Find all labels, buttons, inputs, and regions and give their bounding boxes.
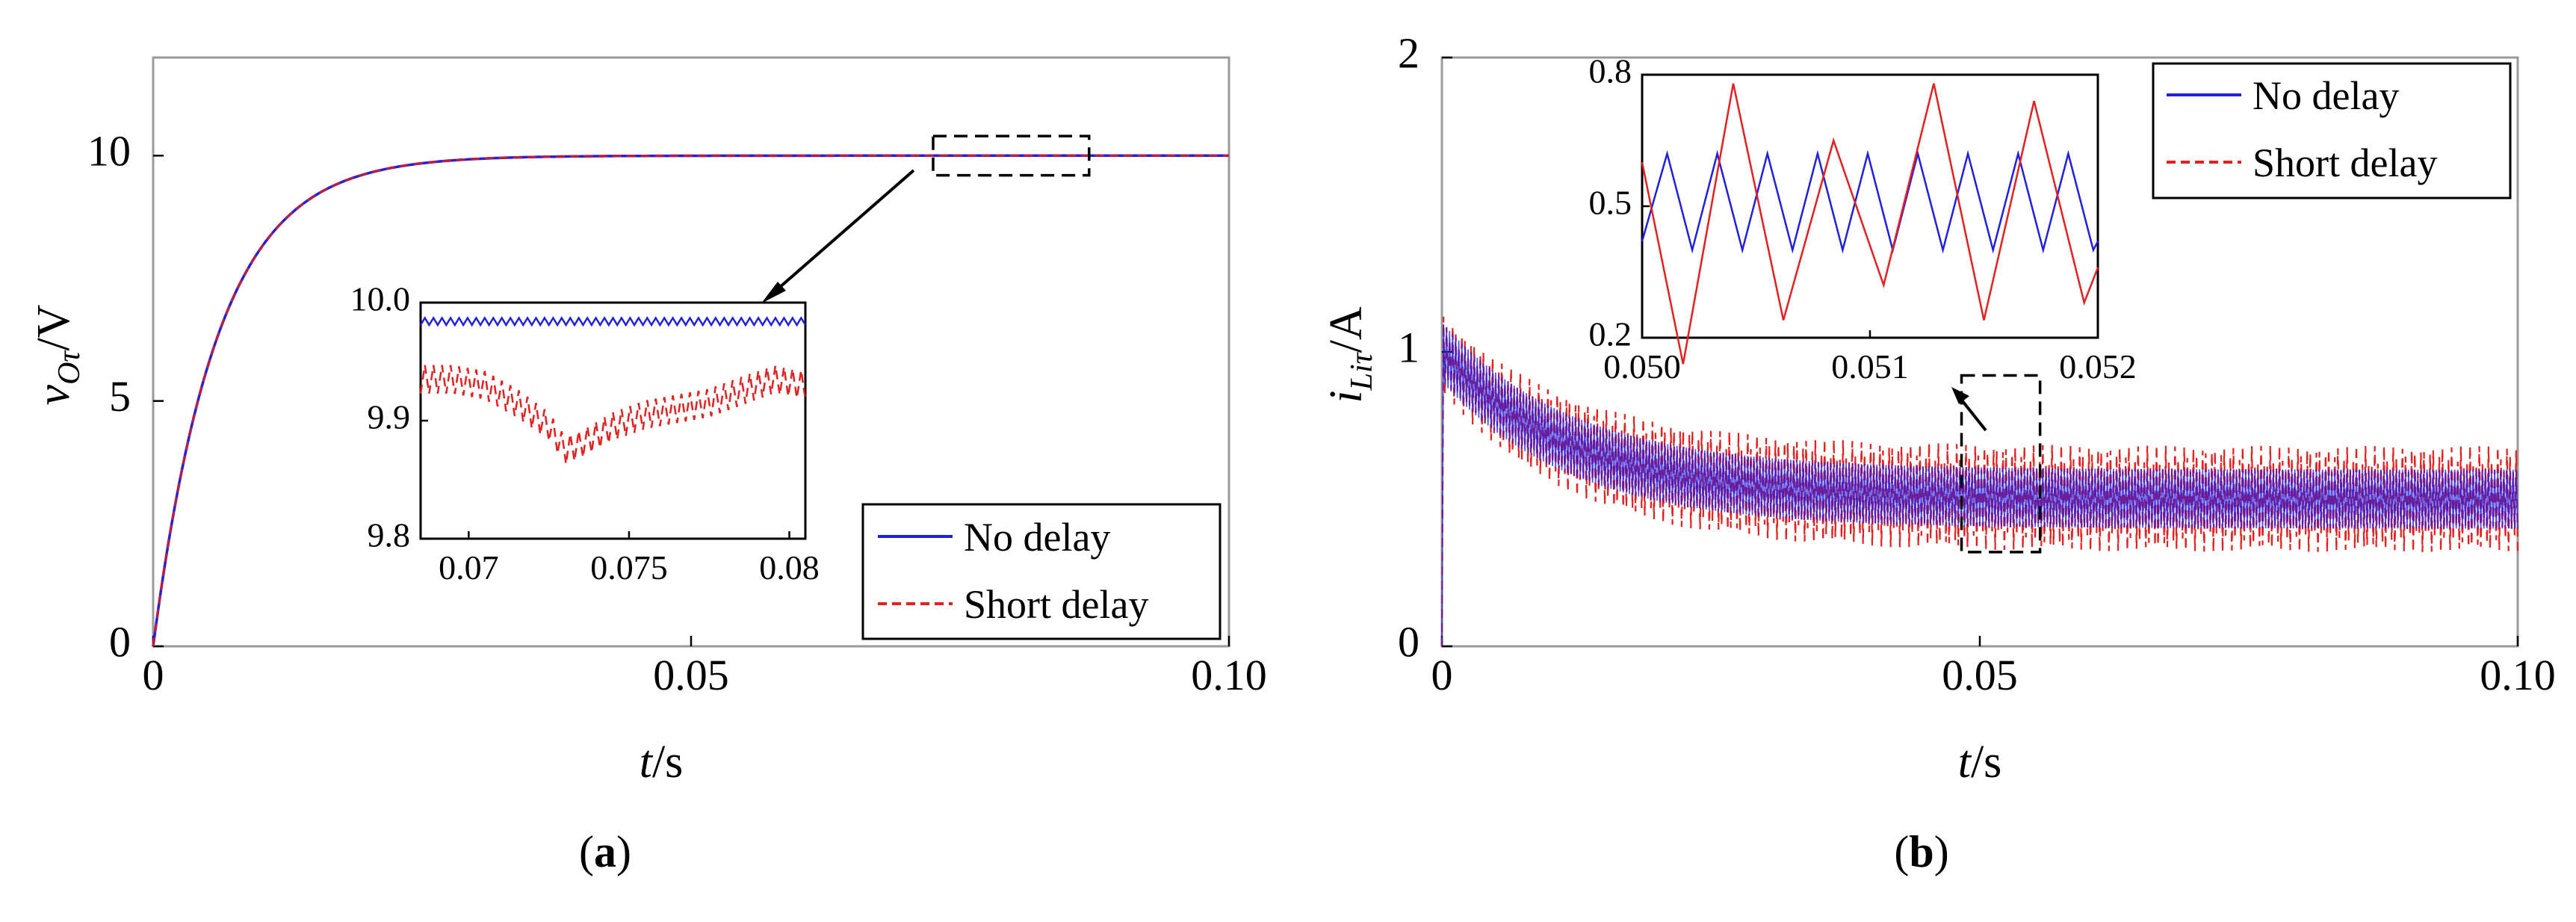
panel-a-inset: 0.07 0.075 0.08 9.8 9.9 10.0	[350, 280, 820, 587]
panel-b-inset-x-tick-label: 0.051	[1831, 347, 1909, 386]
panel-a-y-tick-label: 0	[109, 617, 131, 666]
panel-a-y-tick-label: 10	[87, 127, 131, 176]
panel-b-inset-y-tick-label: 0.5	[1589, 184, 1632, 222]
panel-a-tick-labels: 0 0.05 0.10 0 5 10	[87, 127, 1267, 699]
legend-label-no-delay: No delay	[2253, 73, 2399, 118]
panel-a-inset-frame	[419, 301, 807, 540]
panel-b-inset-series-line	[1641, 149, 2099, 254]
panel-a-zoom-arrow	[761, 169, 915, 303]
panel-b-inset-tick-labels: 0.050 0.051 0.052 0.2 0.5 0.8	[1589, 52, 2137, 386]
panel-a-inset-x-tick-label: 0.075	[590, 548, 668, 587]
panel-b-x-tick-label: 0.05	[1942, 651, 2018, 699]
panel-a-inset-x-tick-label: 0.07	[439, 548, 499, 587]
panel-a-inset-y-tick-label: 10.0	[350, 280, 411, 318]
legend-label-no-delay: No delay	[964, 515, 1110, 560]
panel-a-inset-y-tick-label: 9.8	[368, 516, 411, 554]
panel-a-inset-series	[419, 316, 807, 465]
panel-b-x-tick-label: 0.10	[2480, 651, 2556, 699]
panel-b-y-tick-label: 1	[1398, 323, 1419, 371]
panel-b-inset-y-tick-label: 0.8	[1589, 52, 1632, 90]
panel-a-legend: No delay Short delay	[861, 503, 1222, 640]
panel-a-series	[152, 154, 1229, 647]
panel-b: 0 0.05 0.10 0 1 2 0.050 0.051 0.052 0.2 0.5 0.8 No…	[1321, 28, 2556, 876]
panel-b-inset-frame	[1641, 73, 2099, 339]
panel-b-tick-labels: 0 0.05 0.10 0 1 2	[1398, 28, 2556, 699]
panel-b-x-axis-label: t/s	[1958, 737, 2002, 788]
panel-a-inset-y-tick-label: 9.9	[368, 398, 411, 436]
panel-b-inset-series-line	[1641, 83, 2099, 365]
panel-b-zoom-arrow	[1951, 387, 1987, 432]
panel-b-legend: No delay Short delay	[2152, 62, 2512, 199]
panel-b-inset-x-tick-label: 0.052	[2059, 347, 2137, 386]
panel-a-zoom-box	[932, 134, 1091, 177]
panel-b-label: (b)	[1894, 827, 1948, 876]
panel-a: 0 0.05 0.10 0 5 10 0.07 0.075 0.08 9.8 9.9 10.0 No…	[28, 56, 1267, 876]
panel-b-zoom-box	[1960, 374, 2042, 554]
panel-a-inset-series-line	[419, 316, 807, 327]
panel-a-x-tick-label: 0.10	[1191, 651, 1267, 699]
panel-a-x-tick-label: 0	[143, 651, 164, 699]
panel-b-inset-x-tick-label: 0.050	[1603, 347, 1681, 386]
legend-label-short-delay: Short delay	[964, 582, 1148, 627]
panel-b-inset-ticks	[1641, 73, 2099, 339]
panel-a-series-line	[152, 154, 1229, 647]
panel-b-inset-series	[1641, 83, 2099, 365]
panel-a-inset-tick-labels: 0.07 0.075 0.08 9.8 9.9 10.0	[350, 280, 820, 587]
panel-b-y-axis-label: iLiτ/A	[1321, 306, 1379, 403]
panel-a-x-tick-label: 0.05	[653, 651, 729, 699]
panel-a-x-axis-label: t/s	[640, 737, 684, 788]
panel-a-y-tick-label: 5	[109, 372, 131, 421]
panel-b-series-line	[1441, 324, 2518, 647]
panel-a-inset-ticks	[421, 301, 790, 540]
panel-a-inset-x-tick-label: 0.08	[759, 548, 820, 587]
panel-b-inset: 0.050 0.051 0.052 0.2 0.5 0.8	[1589, 52, 2137, 386]
panel-a-y-axis-label: vOτ/V	[28, 304, 87, 405]
panel-b-series	[1440, 316, 2519, 647]
panel-a-inset-series-line	[419, 365, 807, 465]
panel-b-y-tick-label: 2	[1398, 28, 1419, 77]
panel-b-y-tick-label: 0	[1398, 617, 1419, 666]
panel-b-x-tick-label: 0	[1431, 651, 1453, 699]
panel-a-label: (a)	[579, 827, 631, 876]
panel-b-inset-y-tick-label: 0.2	[1589, 315, 1632, 353]
legend-label-short-delay: Short delay	[2253, 140, 2437, 185]
